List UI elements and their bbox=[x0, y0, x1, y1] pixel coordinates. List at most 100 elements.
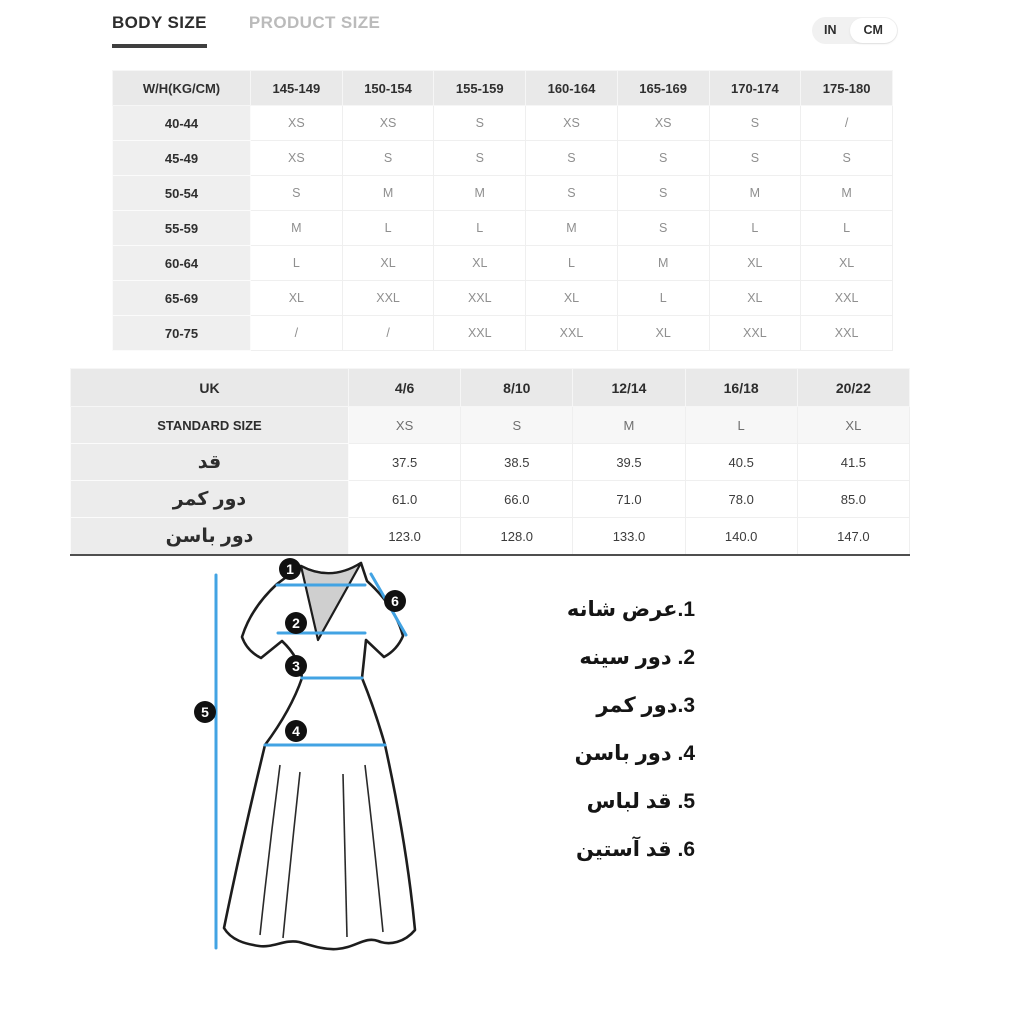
body-size-table-cell-6-1: / bbox=[341, 315, 435, 351]
legend-item-4: 4. دور باسن bbox=[574, 742, 695, 765]
size-tabs: BODY SIZE PRODUCT SIZE bbox=[112, 13, 380, 48]
badge-5: 5 bbox=[194, 701, 216, 723]
body-size-table-row-4: 60-64 L XL XL L M XL XL bbox=[112, 245, 893, 281]
body-size-table-row-6: 70-75// XXL XXL XL XXL XXL bbox=[112, 315, 893, 351]
uk-size-table-cell-1-4: 41.5 bbox=[796, 443, 911, 481]
uk-size-table-cell-3-2: 133.0 bbox=[572, 517, 686, 556]
svg-text:1: 1 bbox=[286, 561, 294, 577]
uk-size-table-cell-3-3: 140.0 bbox=[684, 517, 798, 556]
body-size-table-cell-5-2: XXL bbox=[433, 280, 527, 316]
body-size-table-cell-6-5: XXL bbox=[708, 315, 802, 351]
uk-size-table-cell-3-4: 147.0 bbox=[796, 517, 911, 556]
body-size-table-header-row: W/H(KG/CM) 145-149 150-154 155-159 160-164 16… bbox=[112, 70, 893, 106]
uk-size-table-cell-2-3: 78.0 bbox=[684, 480, 798, 518]
body-size-table-row-label-6: 70-75 bbox=[112, 315, 251, 351]
uk-size-table-cell-0-1: S bbox=[460, 406, 574, 444]
uk-size-table-row-label-3: دور باسن bbox=[70, 517, 349, 556]
body-size-table-row-label-5: 65-69 bbox=[112, 280, 251, 316]
uk-size-table-cell-2-2: 71.0 bbox=[572, 480, 686, 518]
badge-1: 1 bbox=[279, 558, 301, 580]
legend-item-5: 5. قد لباس bbox=[586, 790, 695, 813]
body-size-table-column-header-0: 145-149 bbox=[250, 70, 343, 106]
badge-3: 3 bbox=[285, 655, 307, 677]
body-size-table-cell-1-5: S bbox=[708, 140, 802, 176]
body-size-table-cell-4-0: L bbox=[250, 245, 343, 281]
tab-body-size[interactable]: BODY SIZE bbox=[112, 13, 207, 48]
uk-size-table-column-header-4: 20/22 bbox=[796, 368, 911, 407]
uk-size-table-row-label-1: قد bbox=[70, 443, 349, 481]
body-size-table-column-header-2: 155-159 bbox=[433, 70, 527, 106]
uk-size-table-cell-0-4: XL bbox=[796, 406, 911, 444]
body-size-table-cell-6-2: XXL bbox=[433, 315, 527, 351]
dress-diagram: 1 2 3 4 5 6 bbox=[194, 558, 417, 951]
body-size-table-cell-2-1: M bbox=[341, 175, 435, 211]
uk-size-table: UK 4/6 8/10 12/14 16/18 20/22 STANDARD SIZE XS… bbox=[70, 368, 911, 556]
body-size-table-cell-1-1: S bbox=[341, 140, 435, 176]
uk-size-table-cell-2-0: 61.0 bbox=[347, 480, 462, 518]
body-size-table-body: 40-44 XS XS S XS XS S/45-49 XS S S S S S S 50-54 S M M S S M… bbox=[112, 105, 893, 351]
uk-size-table-row-label-0: STANDARD SIZE bbox=[70, 406, 349, 444]
uk-size-table-header-row: UK 4/6 8/10 12/14 16/18 20/22 bbox=[70, 368, 911, 407]
body-size-table-cell-0-3: XS bbox=[525, 105, 618, 141]
body-size-table-cell-5-0: XL bbox=[250, 280, 343, 316]
body-size-table-cell-5-4: L bbox=[616, 280, 710, 316]
body-size-table-row-3: 55-59 M L L M S L L bbox=[112, 210, 893, 246]
body-size-table-cell-1-6: S bbox=[800, 140, 893, 176]
body-size-table-cell-3-3: M bbox=[525, 210, 618, 246]
body-size-table-cell-2-0: S bbox=[250, 175, 343, 211]
svg-text:3: 3 bbox=[292, 658, 300, 674]
uk-size-table-cell-3-1: 128.0 bbox=[460, 517, 574, 556]
body-size-table-row-label-3: 55-59 bbox=[112, 210, 251, 246]
body-size-table-cell-2-4: S bbox=[616, 175, 710, 211]
legend-item-2: 2. دور سینه bbox=[579, 646, 695, 669]
body-size-table-cell-4-3: L bbox=[525, 245, 618, 281]
body-size-table-cell-5-3: XL bbox=[525, 280, 618, 316]
measurement-legend: 1.عرض شانه 2. دور سینه 3.دور کمر 4. دور باس… bbox=[500, 596, 695, 884]
tab-product-size[interactable]: PRODUCT SIZE bbox=[248, 13, 381, 32]
body-size-table-row-2: 50-54 S M M S S M M bbox=[112, 175, 893, 211]
legend-item-3: 3.دور کمر bbox=[596, 694, 695, 717]
svg-text:5: 5 bbox=[201, 704, 209, 720]
badge-6: 6 bbox=[384, 590, 406, 612]
body-size-table-cell-5-6: XXL bbox=[800, 280, 893, 316]
body-size-table-cell-5-5: XL bbox=[708, 280, 802, 316]
v-neck bbox=[299, 561, 363, 642]
body-size-table-cell-0-0: XS bbox=[250, 105, 343, 141]
skirt-fold-lines bbox=[259, 764, 384, 939]
body-size-table-cell-1-3: S bbox=[525, 140, 618, 176]
body-size-table-cell-3-1: L bbox=[341, 210, 435, 246]
body-size-table-cell-3-2: L bbox=[433, 210, 527, 246]
unit-toggle[interactable]: IN CM bbox=[812, 17, 898, 44]
body-size-table-column-header-1: 150-154 bbox=[341, 70, 435, 106]
body-size-table-head: W/H(KG/CM) 145-149 150-154 155-159 160-164 16… bbox=[112, 70, 893, 106]
body-size-table-cell-0-2: S bbox=[433, 105, 527, 141]
unit-in-button[interactable]: IN bbox=[824, 23, 837, 37]
uk-size-table-cell-1-0: 37.5 bbox=[347, 443, 462, 481]
uk-size-table-row-1: قد 37.5 38.5 39.5 40.5 41.5 bbox=[70, 443, 911, 481]
body-size-table-cell-1-4: S bbox=[616, 140, 710, 176]
body-size-table-row-label-2: 50-54 bbox=[112, 175, 251, 211]
uk-size-table-body: STANDARD SIZE XS S M L XL قد 37.5 38.5 39.5 40.5 41… bbox=[70, 406, 911, 556]
body-size-table-cell-2-6: M bbox=[800, 175, 893, 211]
body-size-table-column-header-6: 175-180 bbox=[800, 70, 893, 106]
uk-size-table-row-2: دور کمر 61.0 66.0 71.0 78.0 85.0 bbox=[70, 480, 911, 518]
uk-size-table-row-0: STANDARD SIZE XS S M L XL bbox=[70, 406, 911, 444]
body-size-table-row-label-0: 40-44 bbox=[112, 105, 251, 141]
body-size-table-cell-0-6: / bbox=[800, 105, 893, 141]
body-size-table-cell-0-4: XS bbox=[616, 105, 710, 141]
body-size-table-cell-5-1: XXL bbox=[341, 280, 435, 316]
body-size-table-cell-2-2: M bbox=[433, 175, 527, 211]
body-size-table-cell-4-2: XL bbox=[433, 245, 527, 281]
uk-size-table-column-header-1: 8/10 bbox=[460, 368, 574, 407]
body-size-table-column-header-5: 170-174 bbox=[708, 70, 802, 106]
body-size-table-row-0: 40-44 XS XS S XS XS S / bbox=[112, 105, 893, 141]
body-size-table-cell-4-4: M bbox=[616, 245, 710, 281]
uk-size-table-cell-0-0: XS bbox=[347, 406, 462, 444]
body-size-table-cell-2-5: M bbox=[708, 175, 802, 211]
unit-cm-button[interactable]: CM bbox=[849, 18, 897, 43]
uk-size-table-column-header-0: 4/6 bbox=[347, 368, 462, 407]
body-size-table-cell-4-5: XL bbox=[708, 245, 802, 281]
body-size-table-corner-header: W/H(KG/CM) bbox=[112, 70, 251, 106]
svg-text:6: 6 bbox=[391, 593, 399, 609]
